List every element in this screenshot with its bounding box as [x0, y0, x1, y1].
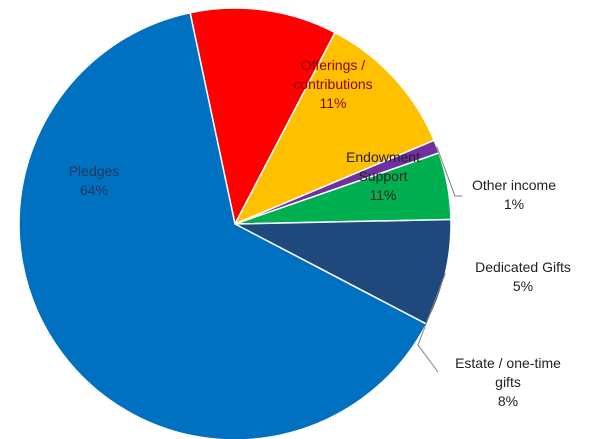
- pie-slice-pledges: [18, 11, 428, 439]
- slice-name-label: Dedicated Gifts: [475, 259, 571, 275]
- pie-slices: [18, 7, 452, 439]
- pie-slice-endowment-support: [233, 31, 436, 226]
- slice-label-offerings-contributions: Offerings / contributions 11%: [293, 57, 372, 111]
- slice-label-estate-one-time-gifts: Estate / one-time gifts 8%: [455, 355, 561, 409]
- slice-percent-label: 11%: [320, 95, 347, 111]
- slice-name-label: Estate / one-time: [455, 355, 561, 371]
- slice-percent-label: 64%: [80, 182, 108, 198]
- slice-label-dedicated-gifts: Dedicated Gifts 5%: [475, 259, 571, 294]
- slice-name-label: contributions: [293, 76, 372, 92]
- slice-name-label: Offerings /: [301, 57, 365, 73]
- slice-name-label: Pledges: [69, 163, 120, 179]
- leader-line-estate-one-time-gifts: [417, 273, 446, 373]
- leader-lines: [417, 146, 462, 373]
- slice-label-pledges: Pledges 64%: [69, 163, 120, 198]
- slice-labels: Offerings / contributions 11% Endowment Supp…: [69, 57, 571, 409]
- slice-percent-label: 8%: [498, 393, 518, 409]
- slice-label-other-income: Other income 1%: [472, 177, 556, 212]
- pie-slice-offerings-contributions: [189, 7, 337, 227]
- slice-name-label: Endowment: [346, 149, 420, 165]
- slice-percent-label: 5%: [513, 278, 533, 294]
- slice-percent-label: 11%: [370, 187, 397, 203]
- leader-line-other-income: [436, 146, 462, 197]
- slice-name-label: Other income: [472, 177, 556, 193]
- slice-label-endowment-support: Endowment Support 11%: [346, 149, 420, 203]
- slice-percent-label: 1%: [504, 196, 524, 212]
- slice-name-label: gifts: [495, 374, 521, 390]
- slice-name-label: Support: [358, 168, 407, 184]
